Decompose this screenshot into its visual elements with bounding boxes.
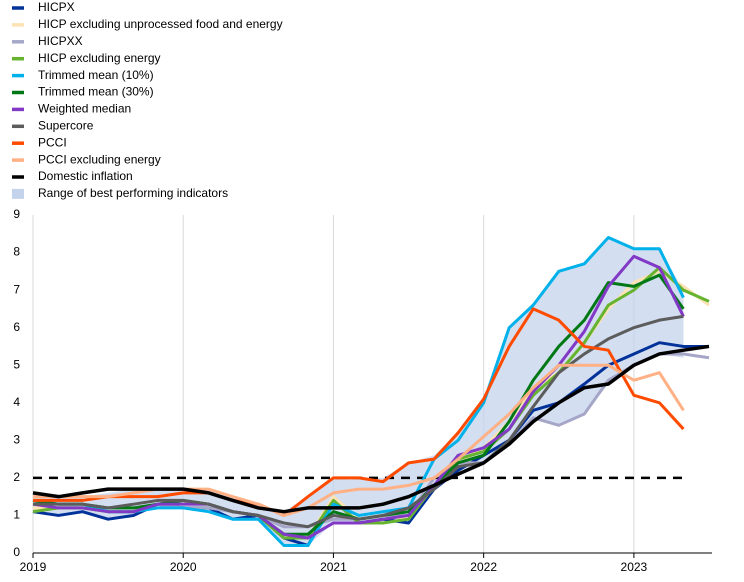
- y-tick-label: 4: [13, 395, 20, 409]
- y-tick-label: 5: [13, 357, 20, 371]
- y-tick-label: 3: [13, 433, 20, 447]
- y-tick-label: 2: [13, 470, 20, 484]
- x-tick-label: 2020: [170, 560, 197, 574]
- y-tick-label: 0: [13, 545, 20, 559]
- legend-label: Trimmed mean (10%): [38, 68, 154, 82]
- legend-label: HICP excluding unprocessed food and ener…: [38, 17, 283, 31]
- legend-label: Trimmed mean (30%): [38, 85, 154, 99]
- y-tick-label: 7: [13, 282, 20, 296]
- x-tick-label: 2019: [20, 560, 47, 574]
- legend-label: Weighted median: [38, 102, 131, 116]
- range-band: [33, 237, 684, 546]
- series-line: [33, 307, 685, 517]
- legend-label: HICPXX: [38, 34, 83, 48]
- x-tick-label: 2023: [621, 560, 648, 574]
- legend-label: PCCI: [38, 135, 67, 149]
- series-line: [33, 314, 684, 529]
- series-line: [33, 363, 685, 517]
- y-tick-label: 1: [13, 508, 20, 522]
- x-tick-label: 2021: [320, 560, 347, 574]
- legend-label: Range of best performing indicators: [38, 186, 228, 200]
- legend-label: Domestic inflation: [38, 169, 133, 183]
- legend-label: Supercore: [38, 118, 94, 132]
- x-tick-label: 2022: [470, 560, 497, 574]
- legend-swatch: [12, 188, 24, 199]
- y-tick-label: 8: [13, 245, 20, 259]
- legend-label: HICPX: [38, 0, 75, 14]
- legend-label: PCCI excluding energy: [38, 152, 161, 166]
- series-line: [32, 344, 710, 514]
- y-tick-label: 6: [13, 320, 20, 334]
- y-tick-label: 9: [13, 207, 20, 221]
- series-line: [32, 254, 685, 540]
- legend-label: HICP excluding energy: [38, 51, 161, 65]
